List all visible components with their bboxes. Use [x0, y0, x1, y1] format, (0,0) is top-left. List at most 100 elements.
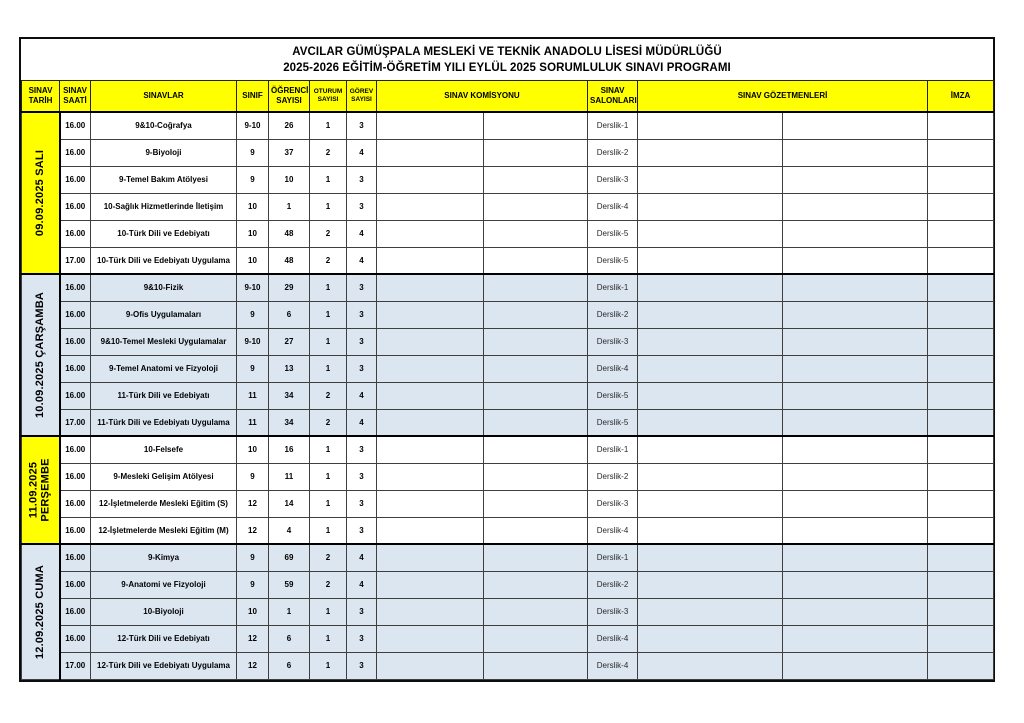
cell-duty-count: 4 — [346, 408, 377, 437]
cell-session-count: 2 — [309, 408, 347, 437]
cell-student-count: 26 — [268, 111, 310, 140]
cell-proctor-b — [782, 219, 929, 248]
cell-commission-b — [482, 435, 589, 464]
cell-signature — [927, 138, 995, 167]
exam-day: PERŞEMBE — [40, 458, 53, 522]
cell-session-count: 2 — [309, 570, 347, 599]
cell-commission-a — [376, 300, 484, 329]
cell-session-count: 1 — [309, 327, 347, 356]
cell-student-count: 14 — [268, 489, 310, 518]
exam-date: 12.09.2025 — [34, 601, 47, 659]
cell-room: Derslik-5 — [587, 381, 639, 410]
cell-duty-count: 3 — [346, 489, 377, 518]
cell-time: 16.00 — [59, 138, 91, 167]
cell-time: 17.00 — [59, 408, 91, 437]
cell-duty-count: 3 — [346, 435, 377, 464]
cell-session-count: 1 — [309, 354, 347, 383]
cell-proctor-b — [782, 489, 929, 518]
cell-commission-b — [482, 408, 589, 437]
cell-signature — [927, 219, 995, 248]
cell-commission-a — [376, 219, 484, 248]
date-cell: 12.09.2025 CUMA — [21, 543, 61, 680]
cell-proctor-a — [637, 543, 784, 572]
cell-proctor-a — [637, 300, 784, 329]
cell-session-count: 1 — [309, 435, 347, 464]
cell-exam-name: 10-Biyoloji — [90, 597, 237, 626]
cell-room: Derslik-4 — [587, 354, 639, 383]
cell-student-count: 6 — [268, 624, 310, 653]
header-sinif: SINIF — [236, 80, 269, 113]
cell-proctor-b — [782, 273, 929, 302]
exam-day: CUMA — [34, 564, 47, 599]
cell-proctor-a — [637, 570, 784, 599]
cell-commission-b — [482, 489, 589, 518]
cell-student-count: 48 — [268, 219, 310, 248]
cell-proctor-a — [637, 489, 784, 518]
cell-time: 16.00 — [59, 570, 91, 599]
cell-commission-a — [376, 273, 484, 302]
cell-signature — [927, 624, 995, 653]
cell-signature — [927, 192, 995, 221]
cell-room: Derslik-1 — [587, 543, 639, 572]
cell-commission-a — [376, 462, 484, 491]
cell-exam-name: 11-Türk Dili ve Edebiyatı Uygulama — [90, 408, 237, 437]
cell-grade: 9-10 — [236, 327, 269, 356]
cell-exam-name: 12-İşletmelerde Mesleki Eğitim (M) — [90, 516, 237, 545]
cell-signature — [927, 327, 995, 356]
cell-student-count: 10 — [268, 165, 310, 194]
cell-commission-b — [482, 246, 589, 275]
exam-row: 16.00 12-İşletmelerde Mesleki Eğitim (S) 1… — [22, 489, 995, 518]
cell-signature — [927, 435, 995, 464]
cell-grade: 9-10 — [236, 111, 269, 140]
cell-commission-b — [482, 354, 589, 383]
exam-row: 16.00 10-Biyoloji 10 1 1 3 Derslik-3 — [22, 597, 995, 626]
cell-room: Derslik-3 — [587, 597, 639, 626]
cell-exam-name: 12-Türk Dili ve Edebiyatı Uygulama — [90, 651, 237, 680]
cell-exam-name: 9-Temel Anatomi ve Fizyoloji — [90, 354, 237, 383]
cell-student-count: 48 — [268, 246, 310, 275]
cell-duty-count: 3 — [346, 354, 377, 383]
cell-proctor-b — [782, 165, 929, 194]
cell-proctor-a — [637, 408, 784, 437]
exam-row: 09.09.2025 SALI 16.00 9&10-Coğrafya 9-10 26 1… — [21, 111, 995, 275]
cell-commission-a — [376, 192, 484, 221]
cell-room: Derslik-3 — [587, 327, 639, 356]
exam-row: 16.00 9&10-Temel Mesleki Uygulamalar 9-10 2… — [22, 327, 995, 356]
cell-exam-name: 12-Türk Dili ve Edebiyatı — [90, 624, 237, 653]
cell-time: 16.00 — [59, 624, 91, 653]
cell-session-count: 2 — [309, 138, 347, 167]
cell-commission-a — [376, 570, 484, 599]
exam-row: 17.00 11-Türk Dili ve Edebiyatı Uygulama 1… — [22, 408, 995, 437]
header-sinav-gozetmenleri: SINAV GÖZETMENLERİ — [637, 80, 929, 113]
cell-signature — [927, 273, 995, 302]
exam-date: 11.09.2025 — [27, 461, 40, 519]
exam-row: 16.00 11-Türk Dili ve Edebiyatı 11 34 2 4 Ders… — [22, 381, 995, 410]
date-label: 09.09.2025 SALI — [34, 117, 46, 269]
cell-room: Derslik-5 — [587, 408, 639, 437]
exam-row: 17.00 12-Türk Dili ve Edebiyatı Uygulama 1… — [22, 651, 995, 680]
cell-grade: 9 — [236, 570, 269, 599]
cell-signature — [927, 246, 995, 275]
cell-room: Derslik-2 — [587, 462, 639, 491]
cell-grade: 11 — [236, 381, 269, 410]
cell-commission-b — [482, 273, 589, 302]
cell-room: Derslik-5 — [587, 246, 639, 275]
cell-commission-b — [482, 570, 589, 599]
cell-proctor-b — [782, 570, 929, 599]
cell-time: 16.00 — [59, 381, 91, 410]
cell-proctor-b — [782, 246, 929, 275]
cell-proctor-b — [782, 516, 929, 545]
cell-commission-b — [482, 192, 589, 221]
cell-exam-name: 9-Ofis Uygulamaları — [90, 300, 237, 329]
header-sinav-salonlari: SINAV SALONLARI — [587, 80, 639, 113]
cell-proctor-b — [782, 138, 929, 167]
cell-proctor-a — [637, 192, 784, 221]
cell-commission-b — [482, 219, 589, 248]
cell-commission-b — [482, 165, 589, 194]
cell-signature — [927, 570, 995, 599]
cell-commission-b — [482, 111, 589, 140]
cell-exam-name: 12-İşletmelerde Mesleki Eğitim (S) — [90, 489, 237, 518]
exam-row: 16.00 9-Mesleki Gelişim Atölyesi 9 11 1 3 Ders… — [22, 462, 995, 491]
cell-grade: 9-10 — [236, 273, 269, 302]
cell-signature — [927, 597, 995, 626]
